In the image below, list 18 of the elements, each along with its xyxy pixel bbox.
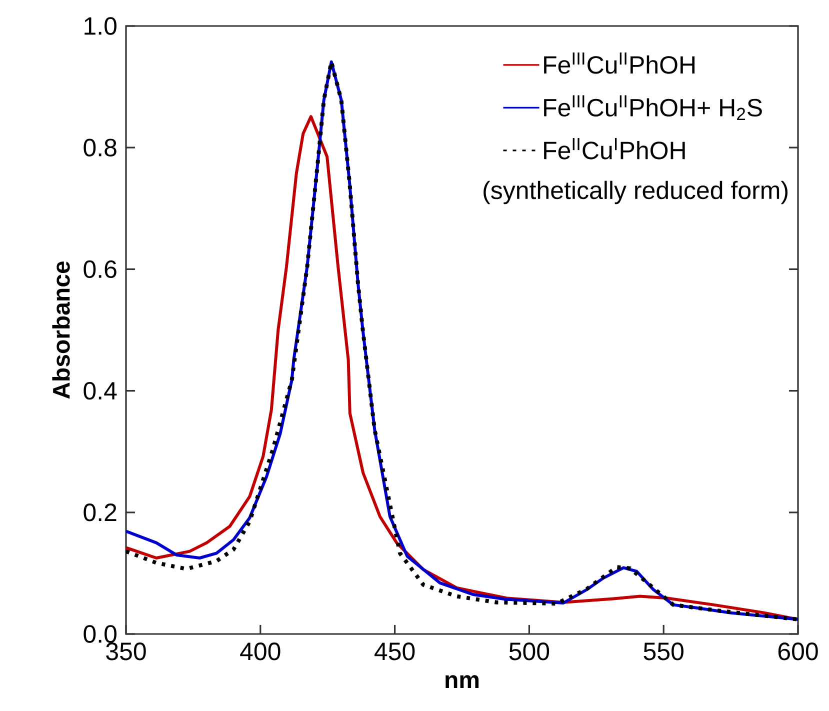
y-tick-label: 0.4 [84,382,117,400]
legend-label: Fe$^{III}$Cu$^{II}$PhOH [544,52,695,74]
x-axis-title: nm [446,675,479,688]
legend-label: Fe$^{III}$Cu$^{II}$PhOH+ H$_{2}$S [544,95,762,120]
x-tick-label: 550 [644,642,684,660]
x-tick-label: 600 [778,642,818,660]
x-tick-label: 350 [106,642,146,660]
y-tick-label: 1.0 [84,17,116,35]
y-tick-label: 0.8 [84,138,116,156]
annotation: (synthetically reduced form) [484,180,788,204]
x-tick-label: 400 [240,642,280,660]
y-axis-title: Absorbance [52,261,70,399]
y-tick-label: 0.0 [84,625,116,643]
x-tick-label: 500 [509,642,550,660]
x-tick-label: 450 [374,642,415,660]
y-tick-label: 0.2 [84,504,116,522]
y-tick-label: 0.6 [84,260,116,278]
legend-label: Fe$^{II}$Cu$^{I}$PhOH [544,138,685,160]
